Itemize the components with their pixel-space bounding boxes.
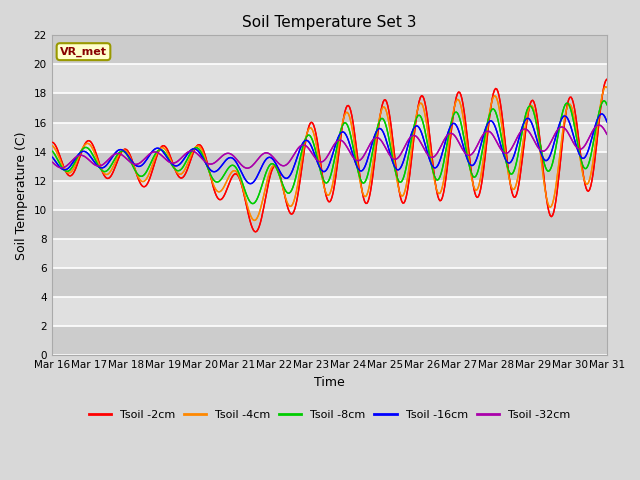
Tsoil -32cm <box>283 161 291 167</box>
Tsoil -8cm <box>221 171 228 177</box>
Tsoil -4cm <box>603 84 611 90</box>
Tsoil -32cm <box>603 132 611 137</box>
Tsoil -16cm <box>597 111 605 117</box>
Tsoil -2cm <box>387 116 394 122</box>
Line: Tsoil -8cm: Tsoil -8cm <box>52 101 607 204</box>
Bar <box>52 297 607 326</box>
Tsoil -4cm <box>251 217 259 223</box>
Tsoil -8cm <box>457 120 465 126</box>
Tsoil -8cm <box>603 102 611 108</box>
Legend: Tsoil -2cm, Tsoil -4cm, Tsoil -8cm, Tsoil -16cm, Tsoil -32cm: Tsoil -2cm, Tsoil -4cm, Tsoil -8cm, Tsoi… <box>84 406 574 424</box>
Bar <box>52 326 607 355</box>
Tsoil -4cm <box>48 143 56 148</box>
Tsoil -4cm <box>387 128 394 134</box>
Tsoil -32cm <box>360 153 367 159</box>
Tsoil -16cm <box>553 129 561 135</box>
Title: Soil Temperature Set 3: Soil Temperature Set 3 <box>242 15 417 30</box>
Tsoil -32cm <box>244 165 252 171</box>
Tsoil -32cm <box>595 122 603 128</box>
Tsoil -2cm <box>221 192 228 198</box>
Bar <box>52 64 607 94</box>
Tsoil -2cm <box>553 189 561 195</box>
Bar <box>52 94 607 122</box>
Tsoil -16cm <box>283 175 291 181</box>
Tsoil -2cm <box>360 195 367 201</box>
Tsoil -4cm <box>602 84 610 90</box>
Line: Tsoil -32cm: Tsoil -32cm <box>52 125 607 168</box>
Bar <box>52 181 607 210</box>
Tsoil -4cm <box>457 103 465 108</box>
Tsoil -16cm <box>221 159 228 165</box>
Tsoil -2cm <box>48 139 56 145</box>
Tsoil -4cm <box>360 192 367 198</box>
Tsoil -4cm <box>553 175 561 180</box>
Bar <box>52 239 607 268</box>
Tsoil -8cm <box>553 138 561 144</box>
Tsoil -16cm <box>48 154 56 159</box>
Line: Tsoil -4cm: Tsoil -4cm <box>52 87 607 220</box>
Tsoil -32cm <box>387 153 394 159</box>
Tsoil -32cm <box>457 144 465 149</box>
Tsoil -16cm <box>246 181 253 187</box>
Bar <box>52 152 607 181</box>
Tsoil -8cm <box>387 142 394 148</box>
Tsoil -2cm <box>603 76 611 82</box>
Bar <box>52 268 607 297</box>
Tsoil -32cm <box>221 152 228 157</box>
Tsoil -16cm <box>603 119 611 125</box>
Line: Tsoil -16cm: Tsoil -16cm <box>52 114 607 184</box>
Tsoil -32cm <box>553 128 561 133</box>
Tsoil -8cm <box>48 148 56 154</box>
Tsoil -2cm <box>252 229 260 235</box>
Tsoil -4cm <box>221 183 228 189</box>
Tsoil -16cm <box>387 151 394 157</box>
Tsoil -2cm <box>283 202 291 208</box>
Tsoil -8cm <box>601 98 609 104</box>
Text: VR_met: VR_met <box>60 47 107 57</box>
Bar <box>52 122 607 152</box>
Tsoil -16cm <box>457 134 465 140</box>
Tsoil -2cm <box>457 92 465 98</box>
Y-axis label: Soil Temperature (C): Soil Temperature (C) <box>15 131 28 260</box>
Bar <box>52 210 607 239</box>
Tsoil -16cm <box>360 166 367 172</box>
Tsoil -8cm <box>283 190 291 195</box>
Tsoil -32cm <box>48 159 56 165</box>
Tsoil -8cm <box>248 201 256 206</box>
Tsoil -4cm <box>283 199 291 205</box>
X-axis label: Time: Time <box>314 376 345 389</box>
Bar <box>52 36 607 64</box>
Tsoil -8cm <box>360 180 367 186</box>
Line: Tsoil -2cm: Tsoil -2cm <box>52 79 607 232</box>
